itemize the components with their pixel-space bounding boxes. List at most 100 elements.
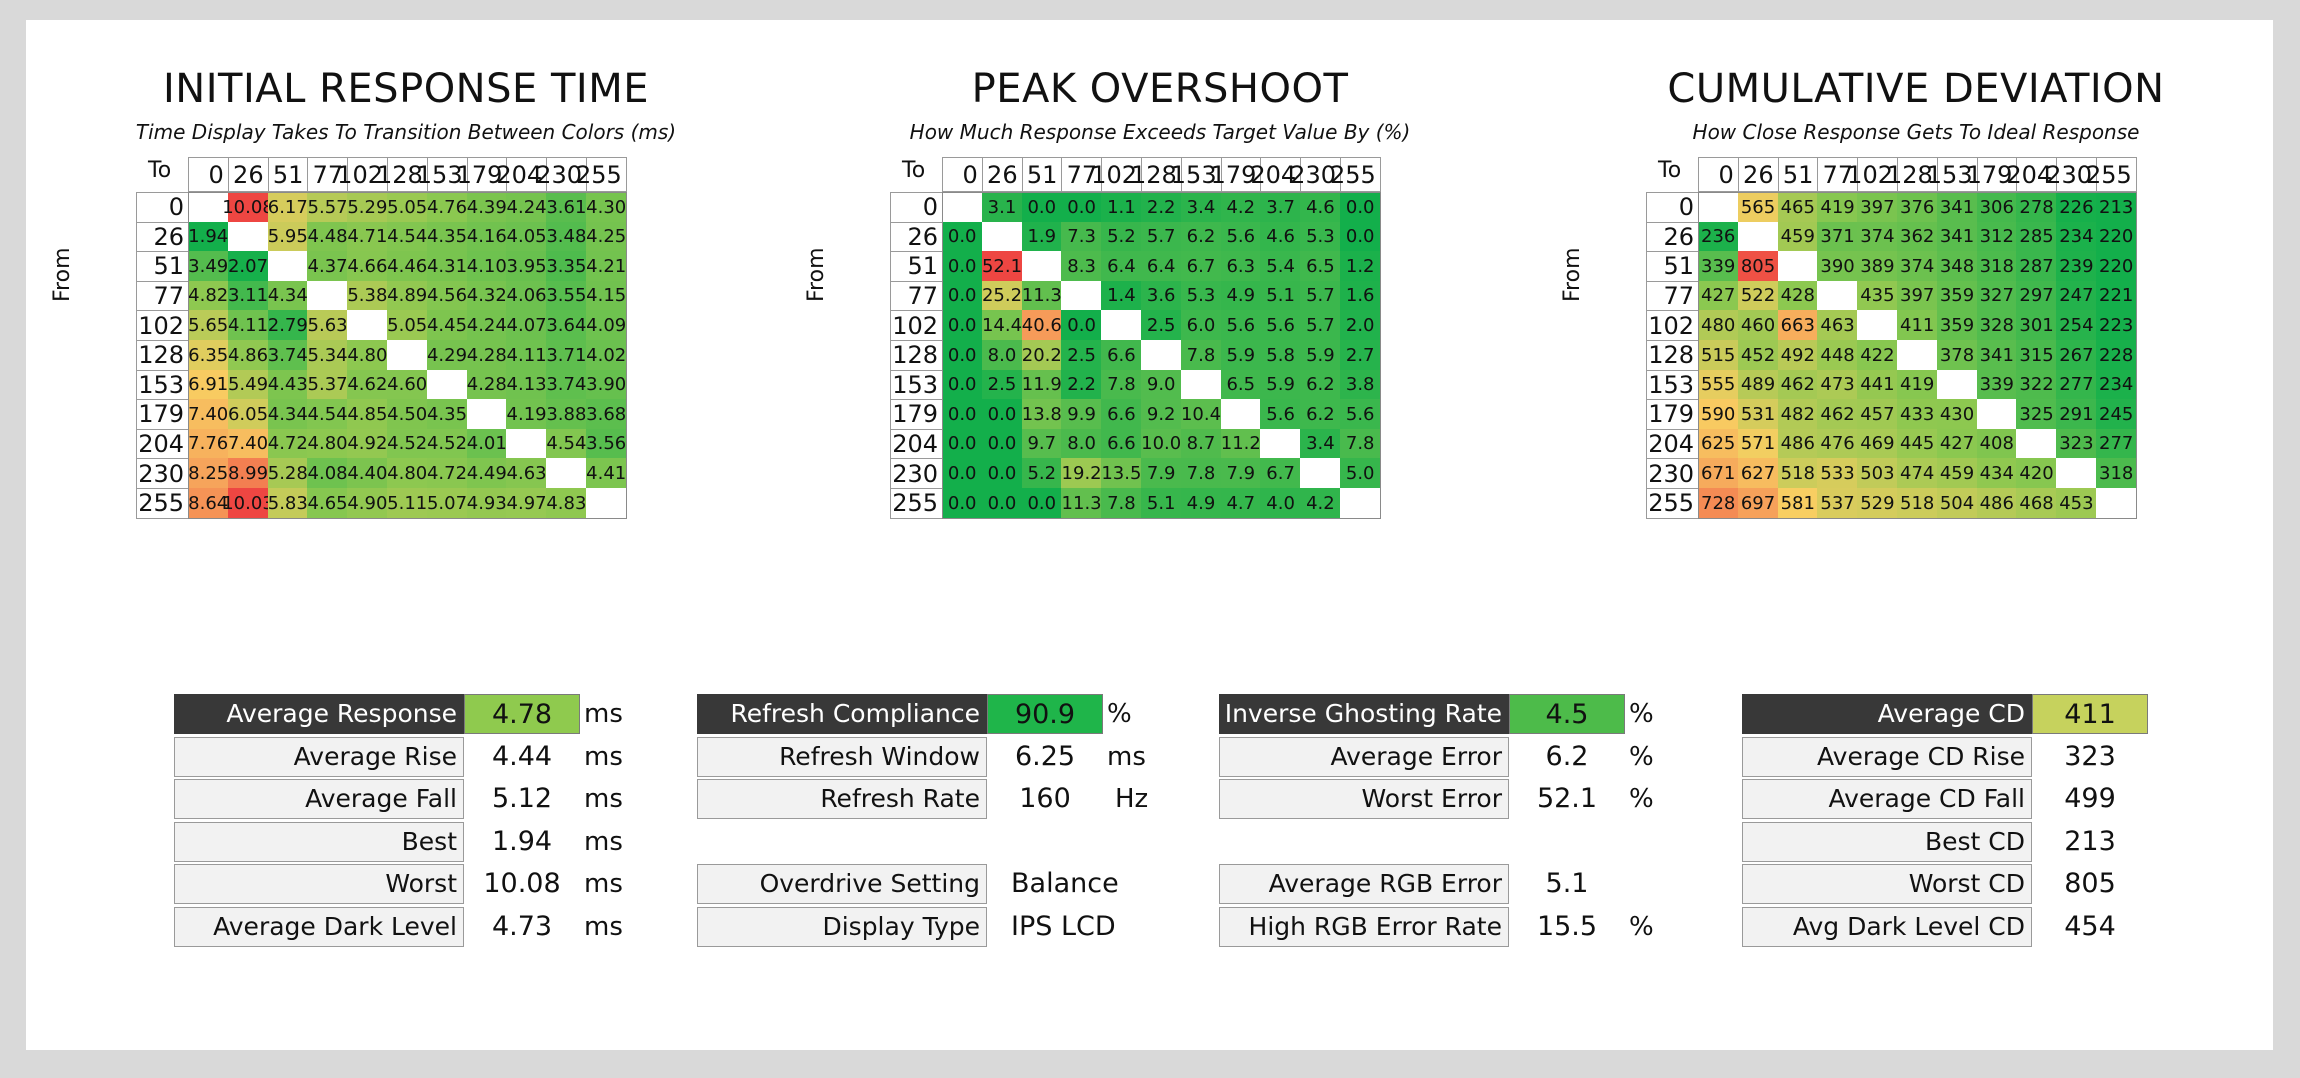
heatmap-cell [2056,458,2097,489]
heatmap-cell: 2.0 [1340,310,1381,341]
heatmap-cell: 8.25 [188,458,229,489]
heatmap-cell: 5.1 [1260,280,1301,311]
heatmap-cell: 4.72 [426,458,468,489]
heatmap-cell: 5.05 [387,310,428,341]
heatmap-cell [981,221,1023,252]
heatmap-cell: 234 [2056,221,2097,252]
heatmap-cell: 4.7 [1220,488,1261,519]
heatmap-cell: 4.40 [347,458,388,489]
heatmap-cell: 4.93 [466,488,507,519]
heatmap-cell: 301 [2016,310,2057,341]
heatmap-cell: 625 [1698,428,1739,459]
heatmap-cell: 537 [1817,488,1858,519]
stat-label: Refresh Window [697,736,987,777]
heatmap-cell: 327 [1976,280,2017,311]
row-header-179: 179 [890,399,943,430]
heatmap-cell: 459 [1777,221,1818,252]
heatmap-cell: 0.0 [1061,192,1102,223]
heatmap-cell: 8.0 [981,340,1023,371]
heatmap-cell: 322 [2016,369,2057,400]
heatmap-cell: 4.92 [347,428,388,459]
heatmap-cell: 5.9 [1260,369,1301,400]
heatmap-cell: 3.88 [546,399,587,430]
heatmap-cell: 5.3 [1300,221,1341,252]
heatmap-cell: 462 [1777,369,1818,400]
heatmap-cell: 11.3 [1061,488,1102,519]
heatmap-cell: 2.5 [1061,340,1102,371]
heatmap-cell: 3.49 [188,251,229,282]
heatmap-cell: 728 [1698,488,1739,519]
heatmap-cell: 6.0 [1180,310,1222,341]
heatmap-cell: 3.4 [1180,192,1222,223]
stat-unit: % [1629,911,1654,942]
heatmap-cell [506,428,547,459]
heatmap-cell: 3.35 [546,251,587,282]
heatmap-cell: 4.13 [506,369,547,400]
heatmap-cell: 0.0 [981,399,1023,430]
stat-unit: % [1629,699,1654,729]
heatmap-cell: 226 [2056,192,2097,223]
heatmap-cell: 2.5 [1141,310,1182,341]
heatmap-cell: 476 [1817,428,1858,459]
heatmap-cell: 518 [1777,458,1818,489]
heatmap-cell: 9.2 [1141,399,1182,430]
heatmap-cell: 5.57 [307,192,348,223]
heatmap-cell: 40.6 [1021,310,1062,341]
heatmap-cell: 5.6 [1260,310,1301,341]
heatmap-cell: 7.76 [188,428,229,459]
heatmap-cell: 359 [1936,280,1978,311]
heatmap-cell: 339 [1698,251,1739,282]
row-header-102: 102 [890,310,943,341]
stat-label: Average CD Fall [1742,779,2032,819]
heatmap-cell: 318 [1976,251,2017,282]
heatmap-cell: 430 [1936,399,1978,430]
peak-overshoot-heatmap: PEAK OVERSHOOT How Much Response Exceeds… [804,20,1510,670]
column-header-204: 204 [496,157,548,192]
heatmap-cell: 5.05 [387,192,428,223]
stat-value: 454 [2064,910,2116,942]
heatmap-cell: 2.2 [1061,369,1102,400]
stat-value: 499 [2064,783,2116,814]
heatmap-cell: 4.49 [466,458,507,489]
heatmap-cell: 5.2 [1101,221,1142,252]
stat-label: Worst CD [1742,864,2032,904]
heatmap-cell: 5.8 [1260,340,1301,371]
heatmap-cell: 522 [1737,280,1779,311]
stat-label: Overdrive Setting [697,864,987,904]
row-header-255: 255 [136,488,189,519]
heatmap-cell: 5.29 [347,192,388,223]
heatmap-cell: 434 [1976,458,2017,489]
heatmap-cell: 3.68 [586,399,627,430]
heatmap-cell: 6.35 [188,340,229,371]
heatmap-cell: 4.6 [1260,221,1301,252]
heatmap-cell [1817,280,1858,311]
row-header-128: 128 [890,340,943,371]
stat-label: Average Error [1219,736,1509,777]
column-header-179: 179 [457,157,508,192]
heatmap-cell: 6.7 [1260,458,1301,489]
row-header-255: 255 [1646,488,1699,519]
heatmap-cell: 234 [2096,369,2137,400]
cumulative-deviation-heatmap: CUMULATIVE DEVIATION How Close Response … [1560,20,2266,670]
heatmap-cell: 277 [2056,369,2097,400]
heatmap-cell: 4.01 [466,428,507,459]
heatmap-cell: 473 [1817,369,1858,400]
heatmap-cell: 291 [2056,399,2097,430]
heatmap-cell: 4.46 [387,251,428,282]
stat-label: Inverse Ghosting Rate [1219,694,1509,734]
heatmap-cell [1021,251,1062,282]
heatmap-cell: 5.6 [1220,221,1261,252]
heatmap-cell [1698,192,1739,223]
heatmap-cell: 7.8 [1180,458,1222,489]
column-header-77: 77 [307,157,349,192]
heatmap-cell: 460 [1737,310,1779,341]
heatmap-cell: 1.2 [1340,251,1381,282]
initial-response-time-heatmap: INITIAL RESPONSE TIME Time Display Takes… [50,20,756,670]
stat-label: High RGB Error Rate [1219,906,1509,947]
heatmap-cell: 5.1 [1141,488,1182,519]
heatmap-cell: 0.0 [942,369,983,400]
heatmap-cell: 371 [1817,221,1858,252]
row-header-0: 0 [136,192,189,223]
row-header-26: 26 [136,221,189,253]
heatmap-cell: 4.54 [546,428,587,459]
